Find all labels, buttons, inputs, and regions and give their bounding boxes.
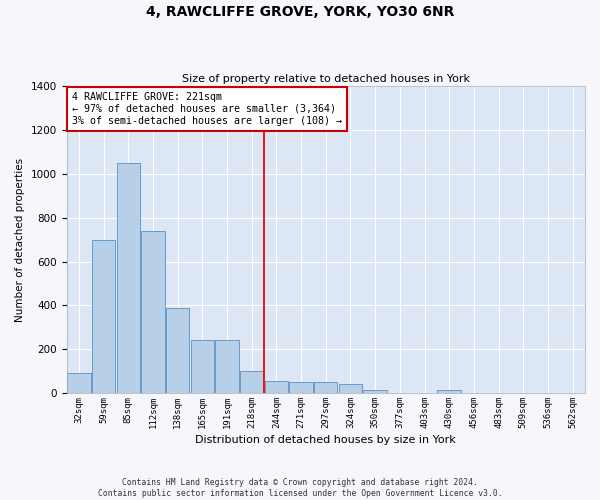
Text: 4, RAWCLIFFE GROVE, YORK, YO30 6NR: 4, RAWCLIFFE GROVE, YORK, YO30 6NR	[146, 5, 454, 19]
Bar	[240, 371, 263, 393]
Bar	[92, 240, 115, 393]
Bar	[339, 384, 362, 393]
Bar	[141, 231, 164, 393]
Bar	[166, 308, 190, 393]
Bar	[437, 390, 461, 393]
Title: Size of property relative to detached houses in York: Size of property relative to detached ho…	[182, 74, 470, 84]
Bar	[215, 340, 239, 393]
Bar	[364, 390, 387, 393]
Bar	[191, 340, 214, 393]
Text: 4 RAWCLIFFE GROVE: 221sqm
← 97% of detached houses are smaller (3,364)
3% of sem: 4 RAWCLIFFE GROVE: 221sqm ← 97% of detac…	[72, 92, 342, 126]
Bar	[116, 163, 140, 393]
Y-axis label: Number of detached properties: Number of detached properties	[15, 158, 25, 322]
Bar	[67, 374, 91, 393]
Bar	[314, 382, 337, 393]
Bar	[265, 381, 288, 393]
Bar	[289, 382, 313, 393]
Text: Contains HM Land Registry data © Crown copyright and database right 2024.
Contai: Contains HM Land Registry data © Crown c…	[98, 478, 502, 498]
X-axis label: Distribution of detached houses by size in York: Distribution of detached houses by size …	[196, 435, 456, 445]
